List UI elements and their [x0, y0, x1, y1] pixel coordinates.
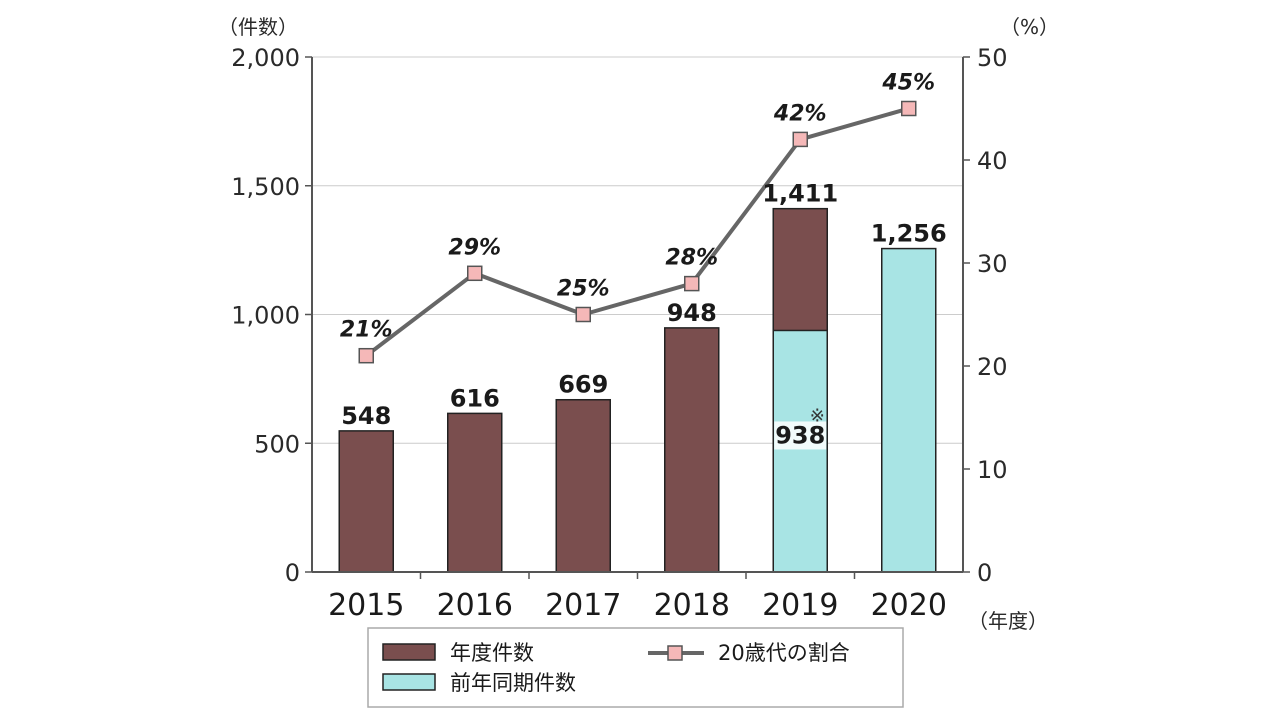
- x-tick-label: 2020: [871, 588, 947, 623]
- y-axis-left-unit: （件数）: [218, 15, 298, 39]
- bar-annual-count: [447, 412, 503, 573]
- grid-layer: [312, 56, 963, 444]
- y-left-tick-label: 1,500: [231, 173, 300, 201]
- ratio-value-label: 29%: [448, 235, 501, 260]
- line-layer: [358, 100, 917, 364]
- ratio-value-label: 21%: [340, 318, 393, 343]
- bar-annual-count: [555, 398, 611, 573]
- ratio-marker: [358, 347, 374, 364]
- y-left-tick-label: 1,000: [231, 302, 300, 330]
- bar-value-label: 548: [341, 402, 391, 430]
- y-left-tick-label: 0: [285, 559, 300, 587]
- legend-label-prev-period: 前年同期件数: [450, 671, 576, 695]
- ratio-value-label: 45%: [881, 71, 935, 96]
- ratio-value-label: 28%: [665, 246, 718, 271]
- legend-swatch-annual-count: [382, 643, 436, 661]
- legend-label-annual-count: 年度件数: [450, 641, 534, 665]
- ratio-marker: [792, 131, 808, 148]
- x-tick-label: 2018: [654, 588, 730, 623]
- annotation-note-mark: ※: [810, 405, 825, 426]
- bar-value-label: 948: [667, 299, 717, 327]
- bar-value-label: 616: [450, 384, 500, 412]
- bar-layer: [338, 207, 937, 573]
- x-tick-label: 2017: [545, 588, 621, 623]
- y-right-tick-label: 50: [977, 44, 1008, 72]
- bar-value-label: 1,411: [762, 180, 838, 208]
- y-right-tick-label: 0: [977, 559, 992, 587]
- axis-layer: 0 500 1,000 1,500 2,000 0 10 20 30 40 50 2015 2016 20…: [231, 44, 1007, 623]
- label-backdrop: [774, 421, 827, 450]
- x-tick-label: 2015: [328, 588, 404, 623]
- bar-prev-period-count: [772, 329, 828, 573]
- ratio-marker: [901, 100, 917, 117]
- ratio-value-label: 25%: [557, 277, 610, 302]
- y-right-tick-label: 20: [977, 353, 1008, 381]
- bar-prev-period-count: [881, 247, 937, 573]
- ratio-marker: [575, 306, 591, 323]
- x-tick-label: 2016: [437, 588, 513, 623]
- legend-box: [367, 627, 904, 708]
- bar-value-label: 1,256: [871, 220, 947, 248]
- y-left-tick-label: 500: [254, 430, 300, 458]
- y-left-tick-label: 2,000: [231, 44, 300, 72]
- x-axis-unit: （年度）: [968, 609, 1048, 633]
- y-right-tick-label: 10: [977, 456, 1008, 484]
- ratio-marker: [467, 265, 483, 282]
- legend-swatch-prev-period: [382, 673, 436, 691]
- y-right-tick-label: 40: [977, 147, 1008, 175]
- legend-marker-swatch: [667, 645, 683, 661]
- legend: 年度件数 前年同期件数 20歳代の割合: [367, 627, 904, 708]
- bar-inner-value-label: 938: [775, 421, 825, 449]
- ratio-marker: [684, 275, 700, 292]
- bar-annual-count: [664, 327, 720, 573]
- bar-annual-count: [338, 430, 394, 573]
- ratio-value-label: 42%: [773, 101, 827, 126]
- y-right-tick-label: 30: [977, 250, 1008, 278]
- bar-value-label: 669: [558, 371, 608, 399]
- x-tick-label: 2019: [762, 588, 838, 623]
- legend-label-twenties-ratio: 20歳代の割合: [718, 641, 850, 665]
- y-axis-right-unit: （%）: [1000, 15, 1059, 39]
- ratio-line: [365, 106, 910, 358]
- label-layer: 548 616 669 948 1,411 938※ 1,256 21% 29% 25% 28% 42…: [340, 71, 947, 450]
